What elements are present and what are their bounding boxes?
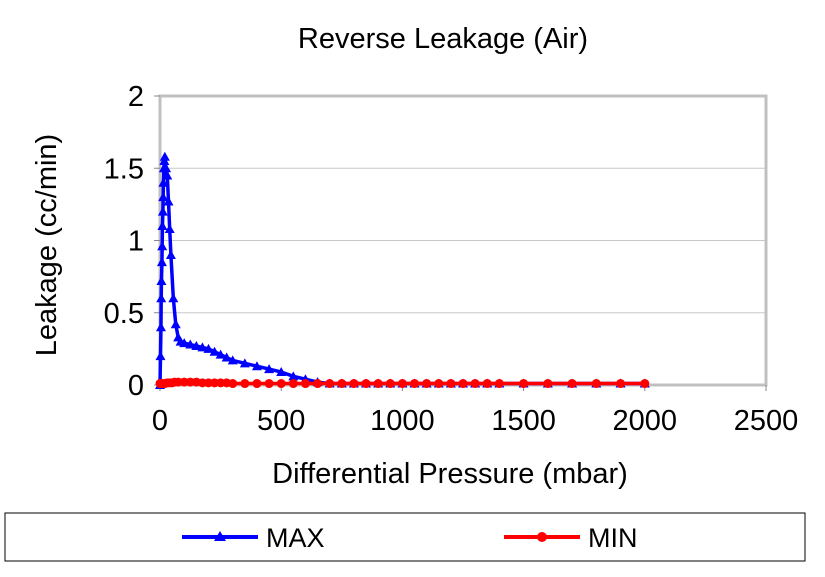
data-point-min xyxy=(264,379,274,389)
data-point-max xyxy=(162,170,173,180)
legend-min-marker xyxy=(537,532,547,542)
data-point-max xyxy=(155,322,166,332)
data-point-min xyxy=(240,379,250,389)
data-point-max xyxy=(215,349,226,359)
data-point-min xyxy=(276,379,286,389)
data-point-min xyxy=(543,379,553,389)
data-point-max xyxy=(197,342,208,352)
data-point-min xyxy=(616,379,626,389)
data-point-min xyxy=(397,379,407,389)
data-point-min xyxy=(313,379,323,389)
data-point-max xyxy=(288,371,299,381)
data-point-max xyxy=(185,339,196,349)
y-tick-label: 0.5 xyxy=(104,298,144,330)
data-point-max xyxy=(163,196,174,206)
data-point-max xyxy=(156,293,167,303)
x-tick-label: 1500 xyxy=(491,405,556,437)
legend: MAX MIN xyxy=(4,512,806,562)
data-point-min xyxy=(325,379,335,389)
data-point-max xyxy=(156,257,167,267)
data-point-max xyxy=(276,366,287,376)
data-point-min xyxy=(446,379,456,389)
x-axis-label: Differential Pressure (mbar) xyxy=(272,458,628,490)
data-point-min xyxy=(300,379,310,389)
data-point-min xyxy=(422,379,432,389)
data-point-min xyxy=(470,379,480,389)
data-point-max xyxy=(164,223,175,233)
data-point-min xyxy=(228,379,238,389)
data-point-max xyxy=(251,361,262,371)
data-point-max xyxy=(158,192,169,202)
x-tick-label: 2500 xyxy=(734,405,799,437)
data-point-min xyxy=(288,379,298,389)
data-point-min xyxy=(567,379,577,389)
data-point-min xyxy=(361,379,371,389)
y-tick-label: 0 xyxy=(128,370,144,402)
data-point-max xyxy=(203,343,214,353)
data-point-min xyxy=(252,379,262,389)
data-point-max xyxy=(191,340,202,350)
data-point-max xyxy=(155,351,166,361)
data-point-min xyxy=(640,379,650,389)
data-point-max xyxy=(156,275,167,285)
data-point-max xyxy=(209,346,220,356)
data-point-min xyxy=(482,379,492,389)
data-point-max xyxy=(264,364,275,374)
data-point-min xyxy=(494,379,504,389)
data-point-max xyxy=(157,206,168,216)
data-point-min xyxy=(373,379,383,389)
y-tick-label: 2 xyxy=(128,81,144,113)
data-point-min xyxy=(385,379,395,389)
x-tick-label: 500 xyxy=(257,405,305,437)
y-axis-label: Leakage (cc/min) xyxy=(31,134,63,356)
data-point-max xyxy=(170,319,181,329)
data-point-min xyxy=(591,379,601,389)
y-tick-label: 1.5 xyxy=(104,153,144,185)
x-tick-label: 2000 xyxy=(613,405,678,437)
data-point-max xyxy=(227,355,238,365)
data-point-max xyxy=(165,249,176,259)
data-point-max xyxy=(221,352,232,362)
data-point-max xyxy=(179,338,190,348)
data-point-min xyxy=(410,379,420,389)
series-line-max xyxy=(158,156,645,386)
legend-min-label: MIN xyxy=(588,523,638,553)
legend-max-marker xyxy=(214,531,226,541)
x-tick-label: 1000 xyxy=(370,405,435,437)
data-point-min xyxy=(434,379,444,389)
chart-title: Reverse Leakage (Air) xyxy=(298,23,588,55)
data-point-min xyxy=(519,379,529,389)
data-point-min xyxy=(337,379,347,389)
data-point-max xyxy=(158,177,169,187)
legend-max-label: MAX xyxy=(266,523,325,553)
data-point-max xyxy=(157,221,168,231)
data-point-max xyxy=(168,293,179,303)
data-point-max xyxy=(239,358,250,368)
y-tick-label: 1 xyxy=(128,226,144,258)
x-tick-label: 0 xyxy=(152,405,168,437)
data-point-max xyxy=(161,163,172,173)
data-point-max xyxy=(157,241,168,251)
data-point-min xyxy=(458,379,468,389)
data-point-min xyxy=(349,379,359,389)
data-point-max xyxy=(159,151,170,161)
